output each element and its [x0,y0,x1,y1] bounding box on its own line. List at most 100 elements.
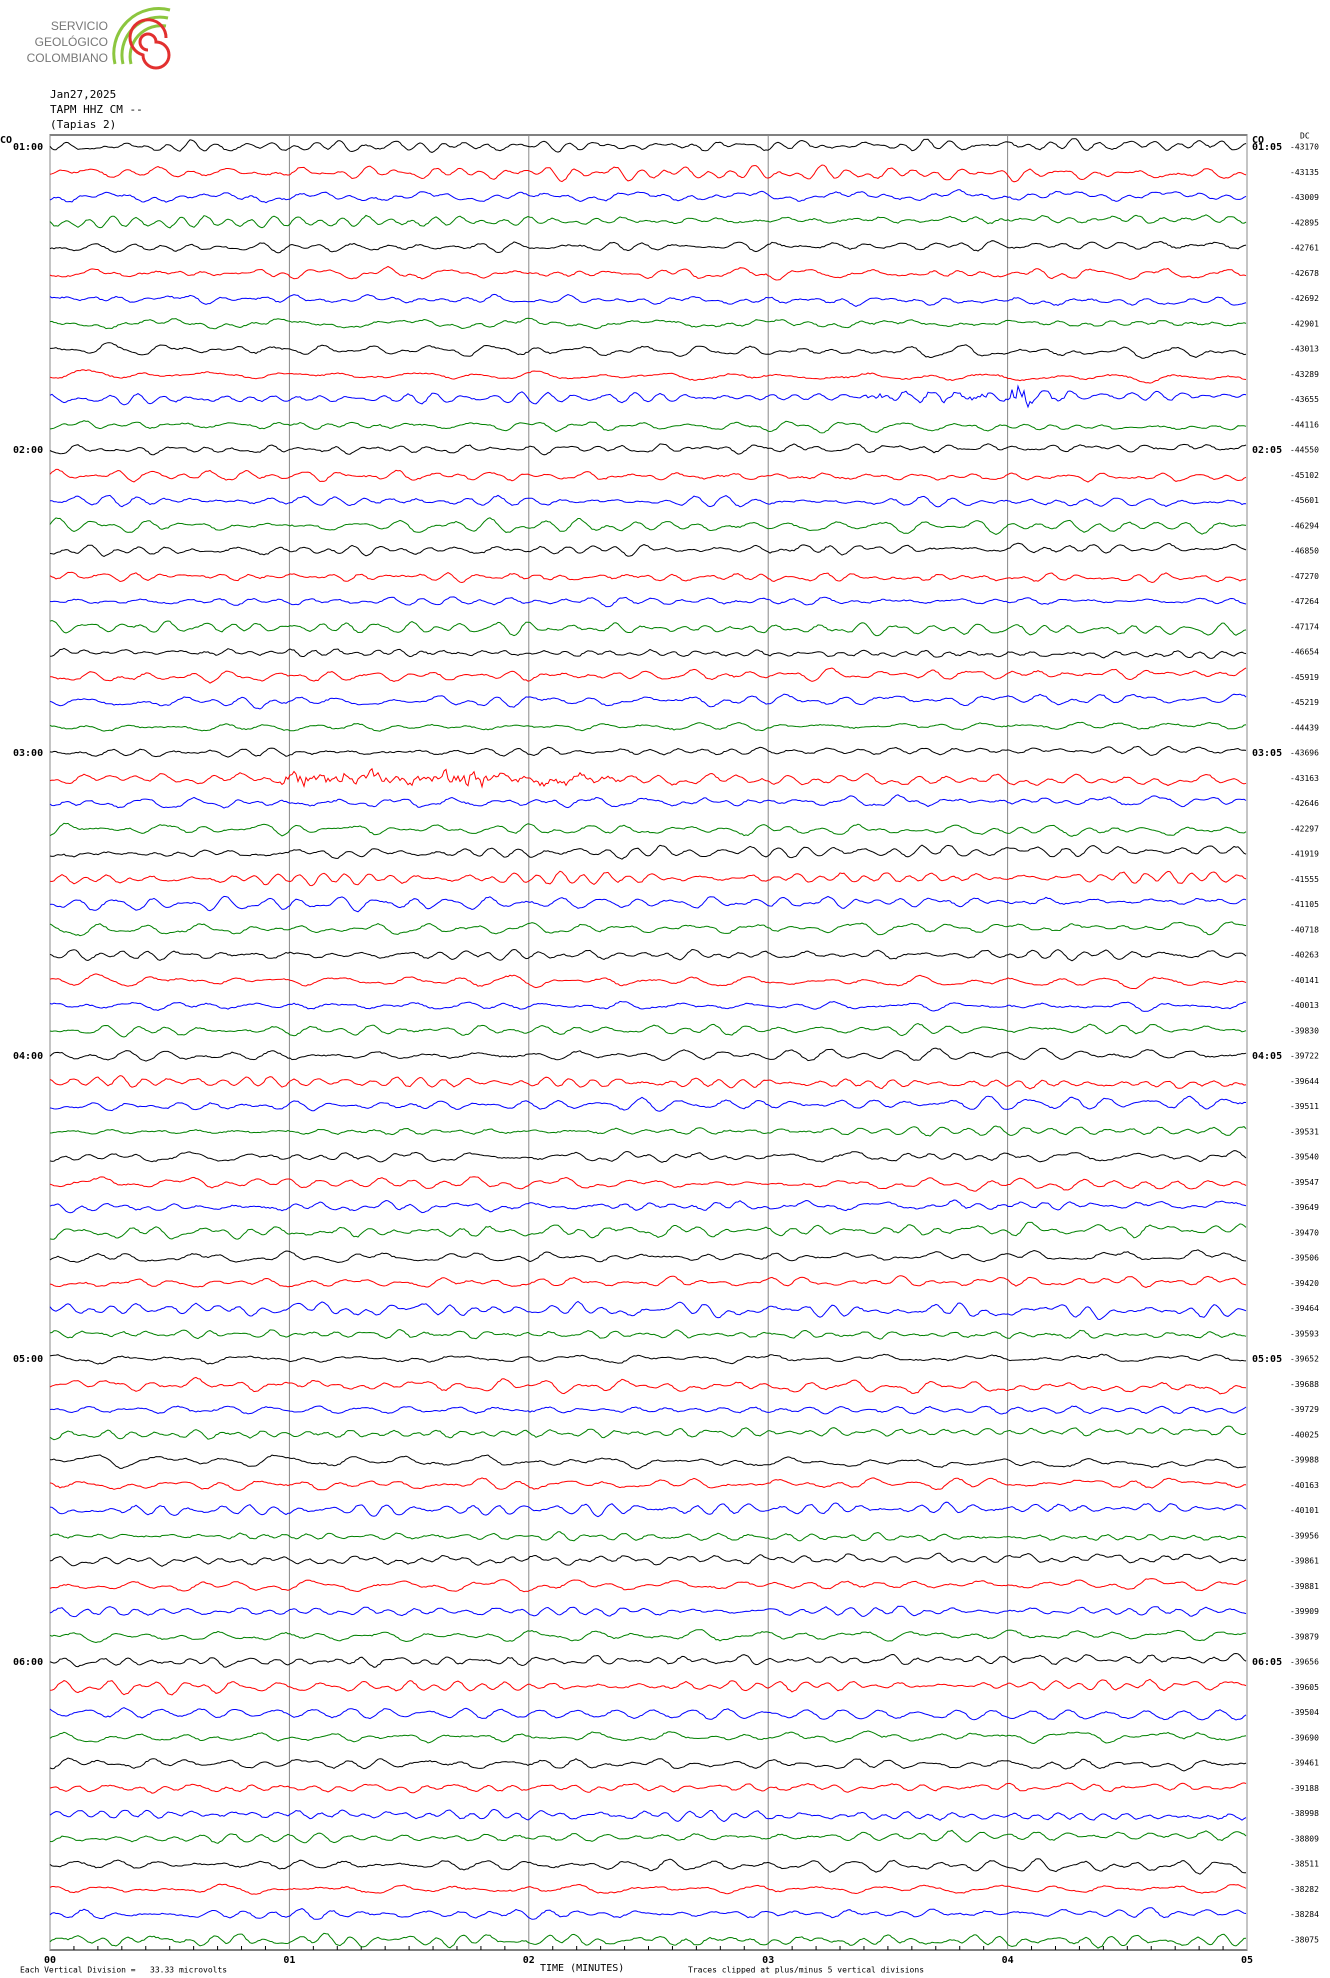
dc-value: -44439 [1290,723,1319,732]
x-tick-label: 03 [762,1955,774,1966]
trace [49,420,1247,434]
trace [49,240,1247,254]
dc-value: -39688 [1290,1380,1319,1389]
trace [49,1221,1247,1240]
x-axis-title: TIME (MINUTES) [540,1963,624,1974]
dc-value: -38282 [1290,1885,1319,1894]
dc-value: -40025 [1290,1430,1319,1439]
dc-value: -43009 [1290,193,1319,202]
trace [49,189,1247,204]
dc-value: -39656 [1290,1658,1319,1667]
dc-value: -39956 [1290,1531,1319,1540]
trace [49,1328,1247,1340]
dc-value: -38511 [1290,1860,1319,1869]
dc-value: -45919 [1290,673,1319,682]
dc-value: -45601 [1290,496,1319,505]
trace [49,1425,1247,1441]
trace [49,973,1247,990]
trace [49,1249,1247,1264]
row-label-left: 06:00 [13,1657,43,1668]
dc-value: -38284 [1290,1910,1319,1919]
dc-value: -39881 [1290,1582,1319,1591]
trace [49,1095,1247,1112]
trace [49,1829,1247,1844]
trace [49,443,1247,456]
trace [49,369,1247,384]
dc-value: -44116 [1290,420,1319,429]
x-tick-label: 04 [1002,1955,1014,1966]
logo: SERVICIO GEOLÓGICO COLOMBIANO [27,7,171,70]
dc-value: -43696 [1290,749,1319,758]
trace [49,895,1247,913]
trace [49,1176,1247,1192]
trace [49,1678,1247,1696]
dc-value: -39690 [1290,1733,1319,1742]
trace [49,1376,1247,1395]
dc-value: -39729 [1290,1405,1319,1414]
dc-label: DC [1300,132,1310,141]
dc-value: -43289 [1290,370,1319,379]
trace [49,542,1247,557]
row-label-right: 04:05 [1252,1051,1282,1062]
trace [50,494,1247,508]
dc-value: -39464 [1290,1304,1319,1313]
row-label-left: 01:00 [13,142,43,153]
dc-value: -42646 [1290,799,1319,808]
dc-value: -40013 [1290,1001,1319,1010]
trace [49,1353,1247,1365]
trace [49,1125,1247,1137]
row-label-left: 04:00 [13,1051,43,1062]
trace [49,1075,1247,1090]
trace [49,921,1247,937]
trace [49,1275,1247,1288]
dc-value: -40163 [1290,1481,1319,1490]
trace [49,948,1247,962]
row-label-right: 03:05 [1252,748,1282,759]
dc-value: -46850 [1290,547,1319,556]
trace [49,1000,1247,1012]
dc-value: -42761 [1290,244,1319,253]
dc-value: -44550 [1290,446,1319,455]
header-date: Jan27,2025 [50,88,116,101]
dc-value: -39722 [1290,1052,1319,1061]
x-tick-label: 01 [283,1955,295,1966]
dc-value: -39605 [1290,1683,1319,1692]
dc-value: -39830 [1290,1026,1319,1035]
trace [49,1707,1247,1721]
dc-value: -39470 [1290,1228,1319,1237]
header-station: TAPM HHZ CM -- [50,103,143,116]
dc-value: -39649 [1290,1203,1319,1212]
dc-value: -47264 [1290,597,1319,606]
dc-value: -47174 [1290,622,1319,631]
trace [49,844,1247,860]
dc-value: -39593 [1290,1329,1319,1338]
dc-value: -46294 [1290,521,1319,530]
trace [49,1150,1247,1163]
trace [49,265,1247,281]
dc-value: -39188 [1290,1784,1319,1793]
trace [49,1578,1247,1593]
dc-value: -39547 [1290,1178,1319,1187]
trace [49,1808,1247,1823]
dc-value: -41105 [1290,900,1319,909]
dc-value: -39420 [1290,1279,1319,1288]
trace [49,667,1247,684]
dc-value: -39652 [1290,1355,1319,1364]
trace [49,693,1247,710]
row-label-left: 03:00 [13,748,43,759]
dc-value: -39506 [1290,1254,1319,1263]
dc-value: -38998 [1290,1809,1319,1818]
trace [49,138,1247,153]
dc-value: -46654 [1290,648,1319,657]
dc-value: -38809 [1290,1834,1319,1843]
x-tick-label: 05 [1241,1955,1253,1966]
timezone-left: CO [0,135,12,146]
trace [49,596,1247,608]
dc-value: -39461 [1290,1759,1319,1768]
dc-value: -47270 [1290,572,1319,581]
trace [49,164,1247,183]
dc-value: -45102 [1290,471,1319,480]
row-label-left: 05:00 [13,1354,43,1365]
dc-value: -43170 [1290,143,1319,152]
